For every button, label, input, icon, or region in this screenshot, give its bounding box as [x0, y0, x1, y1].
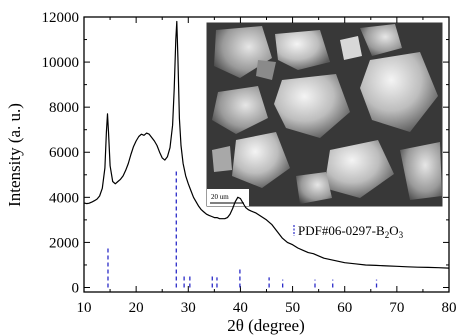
- scale-bar-label: 20 um: [211, 193, 229, 201]
- x-tick-label: 60: [337, 300, 352, 316]
- y-tick-label: 10000: [42, 55, 80, 71]
- x-tick-label: 70: [389, 300, 404, 316]
- axes: 10 20 30 40 50 60 70 80 0 2000 4000 6000 8000 10000 12…: [42, 10, 457, 316]
- reference-legend-label: PDF#06-0297-B2O3: [298, 223, 404, 240]
- y-tick-label: 8000: [49, 100, 79, 116]
- x-tick-label: 10: [77, 300, 92, 316]
- x-tick-label: 40: [233, 300, 248, 316]
- reference-peaks: [107, 170, 378, 288]
- x-tick-label: 80: [442, 300, 457, 316]
- scale-bar-box: [207, 189, 249, 206]
- y-axis-label: Intensity (a. u.): [5, 103, 24, 207]
- y-tick-label: 0: [72, 280, 80, 296]
- y-tick-label: 2000: [49, 235, 79, 251]
- xrd-pattern-line: [84, 20, 449, 269]
- y-tick-label: 6000: [49, 145, 79, 161]
- y-tick-label: 12000: [42, 10, 80, 26]
- reference-legend: PDF#06-0297-B2O3: [293, 223, 404, 240]
- x-tick-label: 50: [285, 300, 300, 316]
- x-tick-label: 20: [129, 300, 144, 316]
- x-tick-label: 30: [181, 300, 196, 316]
- x-axis-label: 2θ (degree): [227, 316, 305, 335]
- y-tick-label: 4000: [49, 190, 79, 206]
- sem-inset: 20 um: [205, 21, 444, 208]
